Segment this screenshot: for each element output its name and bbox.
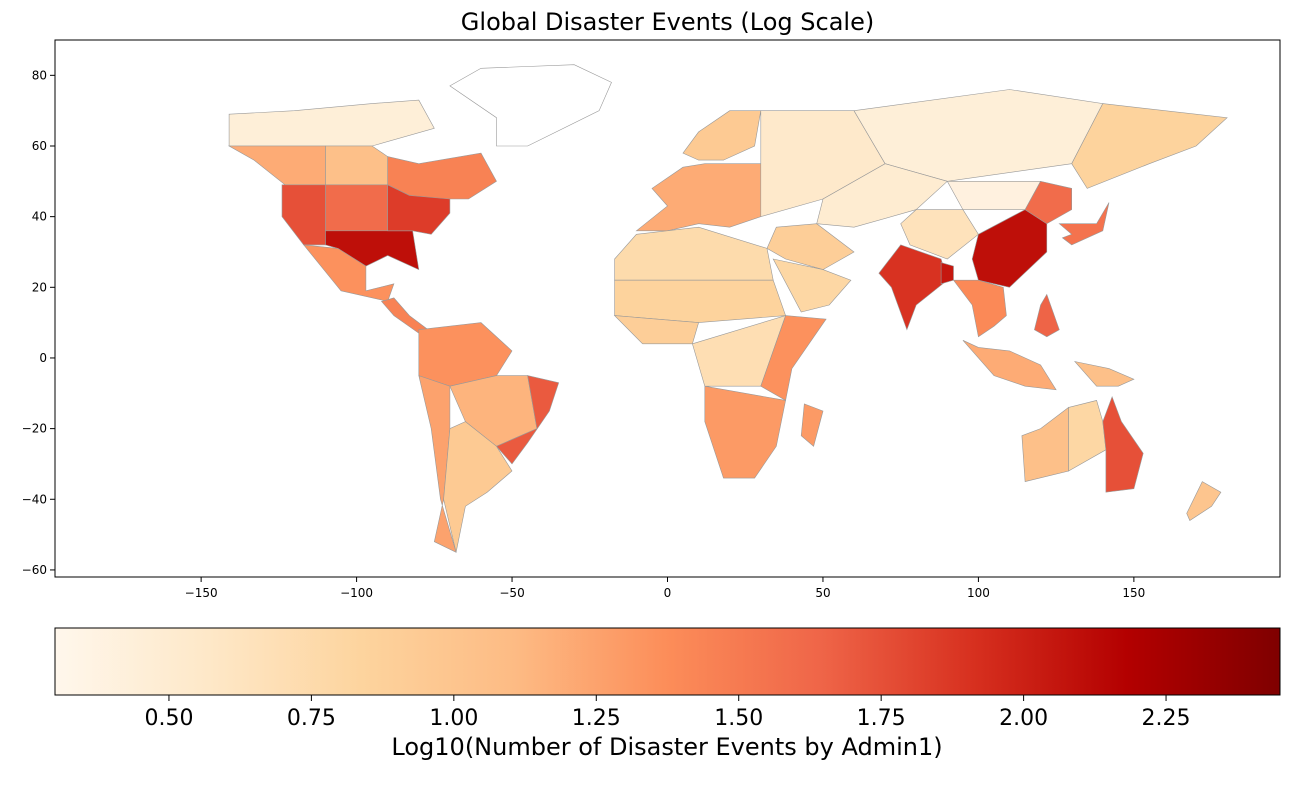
region-scandinavia (682, 110, 762, 161)
region-china-east (971, 209, 1048, 288)
region-argentina (443, 421, 513, 553)
region-us-mid (325, 184, 389, 232)
colorbar-tick-label: 2.00 (999, 706, 1048, 731)
y-tick-label: −20 (22, 422, 47, 436)
y-tick-label: 40 (32, 210, 47, 224)
region-us-east (387, 184, 451, 235)
region-korea-japan (1058, 202, 1110, 246)
x-tick-label: −100 (340, 586, 373, 600)
region-russia-east (1071, 103, 1228, 189)
map-plot: −150 −100 −50 0 50 100 150 80 60 40 20 0 −20 −40 −60 (22, 39, 1281, 600)
region-africa-north (614, 226, 774, 281)
region-china-ne (1024, 180, 1072, 225)
colorbar-tick-label: 1.25 (572, 706, 621, 731)
region-madagascar (800, 403, 824, 447)
region-canada-central (325, 145, 389, 186)
region-middle-east (766, 223, 855, 270)
region-europe (635, 163, 762, 232)
region-us-west (281, 184, 326, 246)
region-aus-west (1021, 406, 1069, 482)
region-aus-central (1068, 400, 1107, 472)
region-mexico (303, 244, 395, 302)
region-africa-south (704, 385, 786, 479)
region-bangladesh (940, 262, 954, 285)
region-us-south (325, 230, 420, 271)
regions-layer (227, 64, 1228, 553)
region-brazil-coast (496, 375, 560, 465)
colorbar-tick-label: 1.00 (429, 706, 478, 731)
region-png (1073, 361, 1135, 387)
x-tick-label: −50 (499, 586, 524, 600)
region-aus-east (1102, 395, 1144, 493)
colorbar-tick-label: 2.25 (1142, 706, 1191, 731)
y-axis: 80 60 40 20 0 −20 −40 −60 (22, 68, 55, 577)
chart-title: Global Disaster Events (Log Scale) (460, 8, 875, 36)
y-tick-label: 20 (32, 280, 47, 294)
y-tick-label: −60 (22, 563, 47, 577)
region-philippines (1034, 293, 1060, 338)
x-tick-label: −150 (185, 586, 218, 600)
x-tick-label: 0 (664, 586, 672, 600)
x-axis: −150 −100 −50 0 50 100 150 (185, 577, 1145, 600)
region-canada-west (227, 145, 326, 186)
colorbar-ticks: 0.50 0.75 1.00 1.25 1.50 1.75 2.00 2.25 (144, 695, 1191, 731)
colorbar-tick-label: 1.50 (714, 706, 763, 731)
x-tick-label: 150 (1122, 586, 1145, 600)
y-tick-label: 0 (39, 351, 47, 365)
region-se-asia (952, 279, 1007, 338)
region-arabia (772, 258, 852, 313)
colorbar-gradient (54, 627, 1281, 696)
region-greenland (449, 64, 612, 147)
colorbar-tick-label: 0.75 (287, 706, 336, 731)
region-central-america (380, 297, 429, 334)
region-indonesia (962, 340, 1057, 391)
region-canada-north (228, 99, 435, 147)
colorbar-tick-label: 1.75 (857, 706, 906, 731)
region-india (878, 244, 948, 331)
region-africa-east (760, 315, 827, 401)
colorbar-label: Log10(Number of Disaster Events by Admin… (391, 733, 942, 761)
colorbar-tick-label: 0.50 (144, 706, 193, 731)
y-tick-label: 80 (32, 68, 47, 82)
y-tick-label: 60 (32, 139, 47, 153)
y-tick-label: −40 (22, 492, 47, 506)
region-mongolia (946, 181, 1042, 210)
region-new-zealand (1186, 481, 1222, 521)
region-africa-sahel (614, 279, 787, 323)
x-tick-label: 100 (967, 586, 990, 600)
x-tick-label: 50 (815, 586, 830, 600)
region-chile (418, 375, 457, 553)
region-canada-east (387, 152, 497, 200)
